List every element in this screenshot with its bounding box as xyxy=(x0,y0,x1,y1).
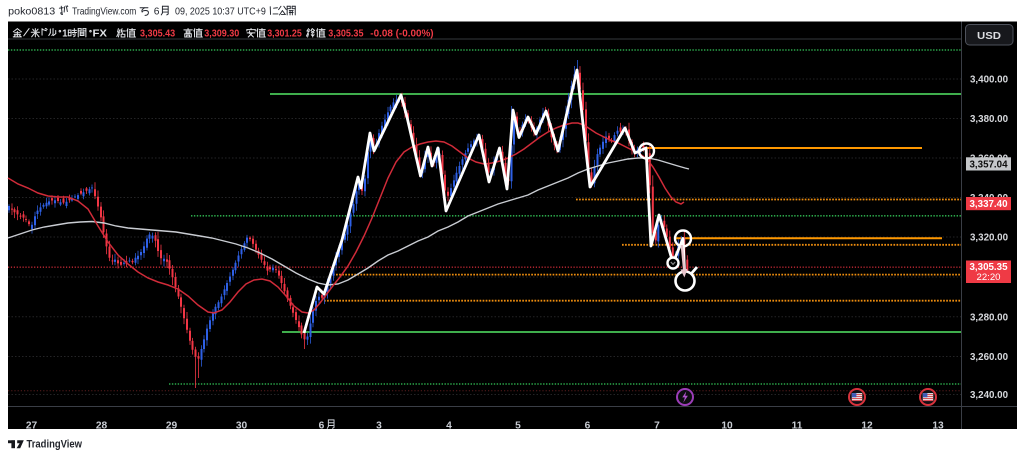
svg-text:3,305.43: 3,305.43 xyxy=(140,29,176,40)
svg-text:-0.08 (-0.00%): -0.08 (-0.00%) xyxy=(370,29,433,40)
svg-text:3,305.35: 3,305.35 xyxy=(970,262,1008,273)
svg-text:6: 6 xyxy=(319,420,325,431)
svg-text:7: 7 xyxy=(654,420,660,431)
svg-text:4: 4 xyxy=(446,420,452,431)
svg-text:6: 6 xyxy=(154,7,160,18)
svg-text:5: 5 xyxy=(515,420,521,431)
svg-text:29: 29 xyxy=(166,420,178,431)
svg-text:3,357.04: 3,357.04 xyxy=(970,159,1008,170)
svg-text:3,380.00: 3,380.00 xyxy=(970,114,1008,125)
svg-text:3,240.00: 3,240.00 xyxy=(970,390,1008,401)
svg-text:TradingView: TradingView xyxy=(27,439,83,451)
svg-text:11: 11 xyxy=(792,420,803,431)
svg-text:13: 13 xyxy=(932,420,944,431)
svg-text:3,320.00: 3,320.00 xyxy=(970,233,1008,244)
svg-text:3,301.25: 3,301.25 xyxy=(267,29,302,40)
svg-text:10: 10 xyxy=(721,420,733,431)
svg-text:3,337.40: 3,337.40 xyxy=(970,199,1008,210)
svg-text:09, 2025 10:37 UTC+9: 09, 2025 10:37 UTC+9 xyxy=(175,7,266,18)
svg-text:3,305.35: 3,305.35 xyxy=(328,29,364,40)
svg-text:3,260.00: 3,260.00 xyxy=(970,352,1008,363)
svg-text:22:20: 22:20 xyxy=(977,272,1001,283)
svg-text:USD: USD xyxy=(977,30,1001,42)
svg-text:TradingView.com: TradingView.com xyxy=(72,7,136,18)
svg-text:27: 27 xyxy=(26,420,38,431)
svg-text:28: 28 xyxy=(96,420,108,431)
svg-text:FX: FX xyxy=(93,29,108,40)
svg-text:1: 1 xyxy=(62,29,68,40)
svg-text:3,309.30: 3,309.30 xyxy=(204,29,239,40)
svg-text:poko0813: poko0813 xyxy=(8,7,55,18)
svg-text:3,400.00: 3,400.00 xyxy=(970,75,1008,86)
svg-text:6: 6 xyxy=(585,420,591,431)
svg-text:12: 12 xyxy=(861,420,873,431)
svg-text:3,280.00: 3,280.00 xyxy=(970,312,1008,323)
svg-text:30: 30 xyxy=(236,420,248,431)
svg-text:3: 3 xyxy=(376,420,382,431)
